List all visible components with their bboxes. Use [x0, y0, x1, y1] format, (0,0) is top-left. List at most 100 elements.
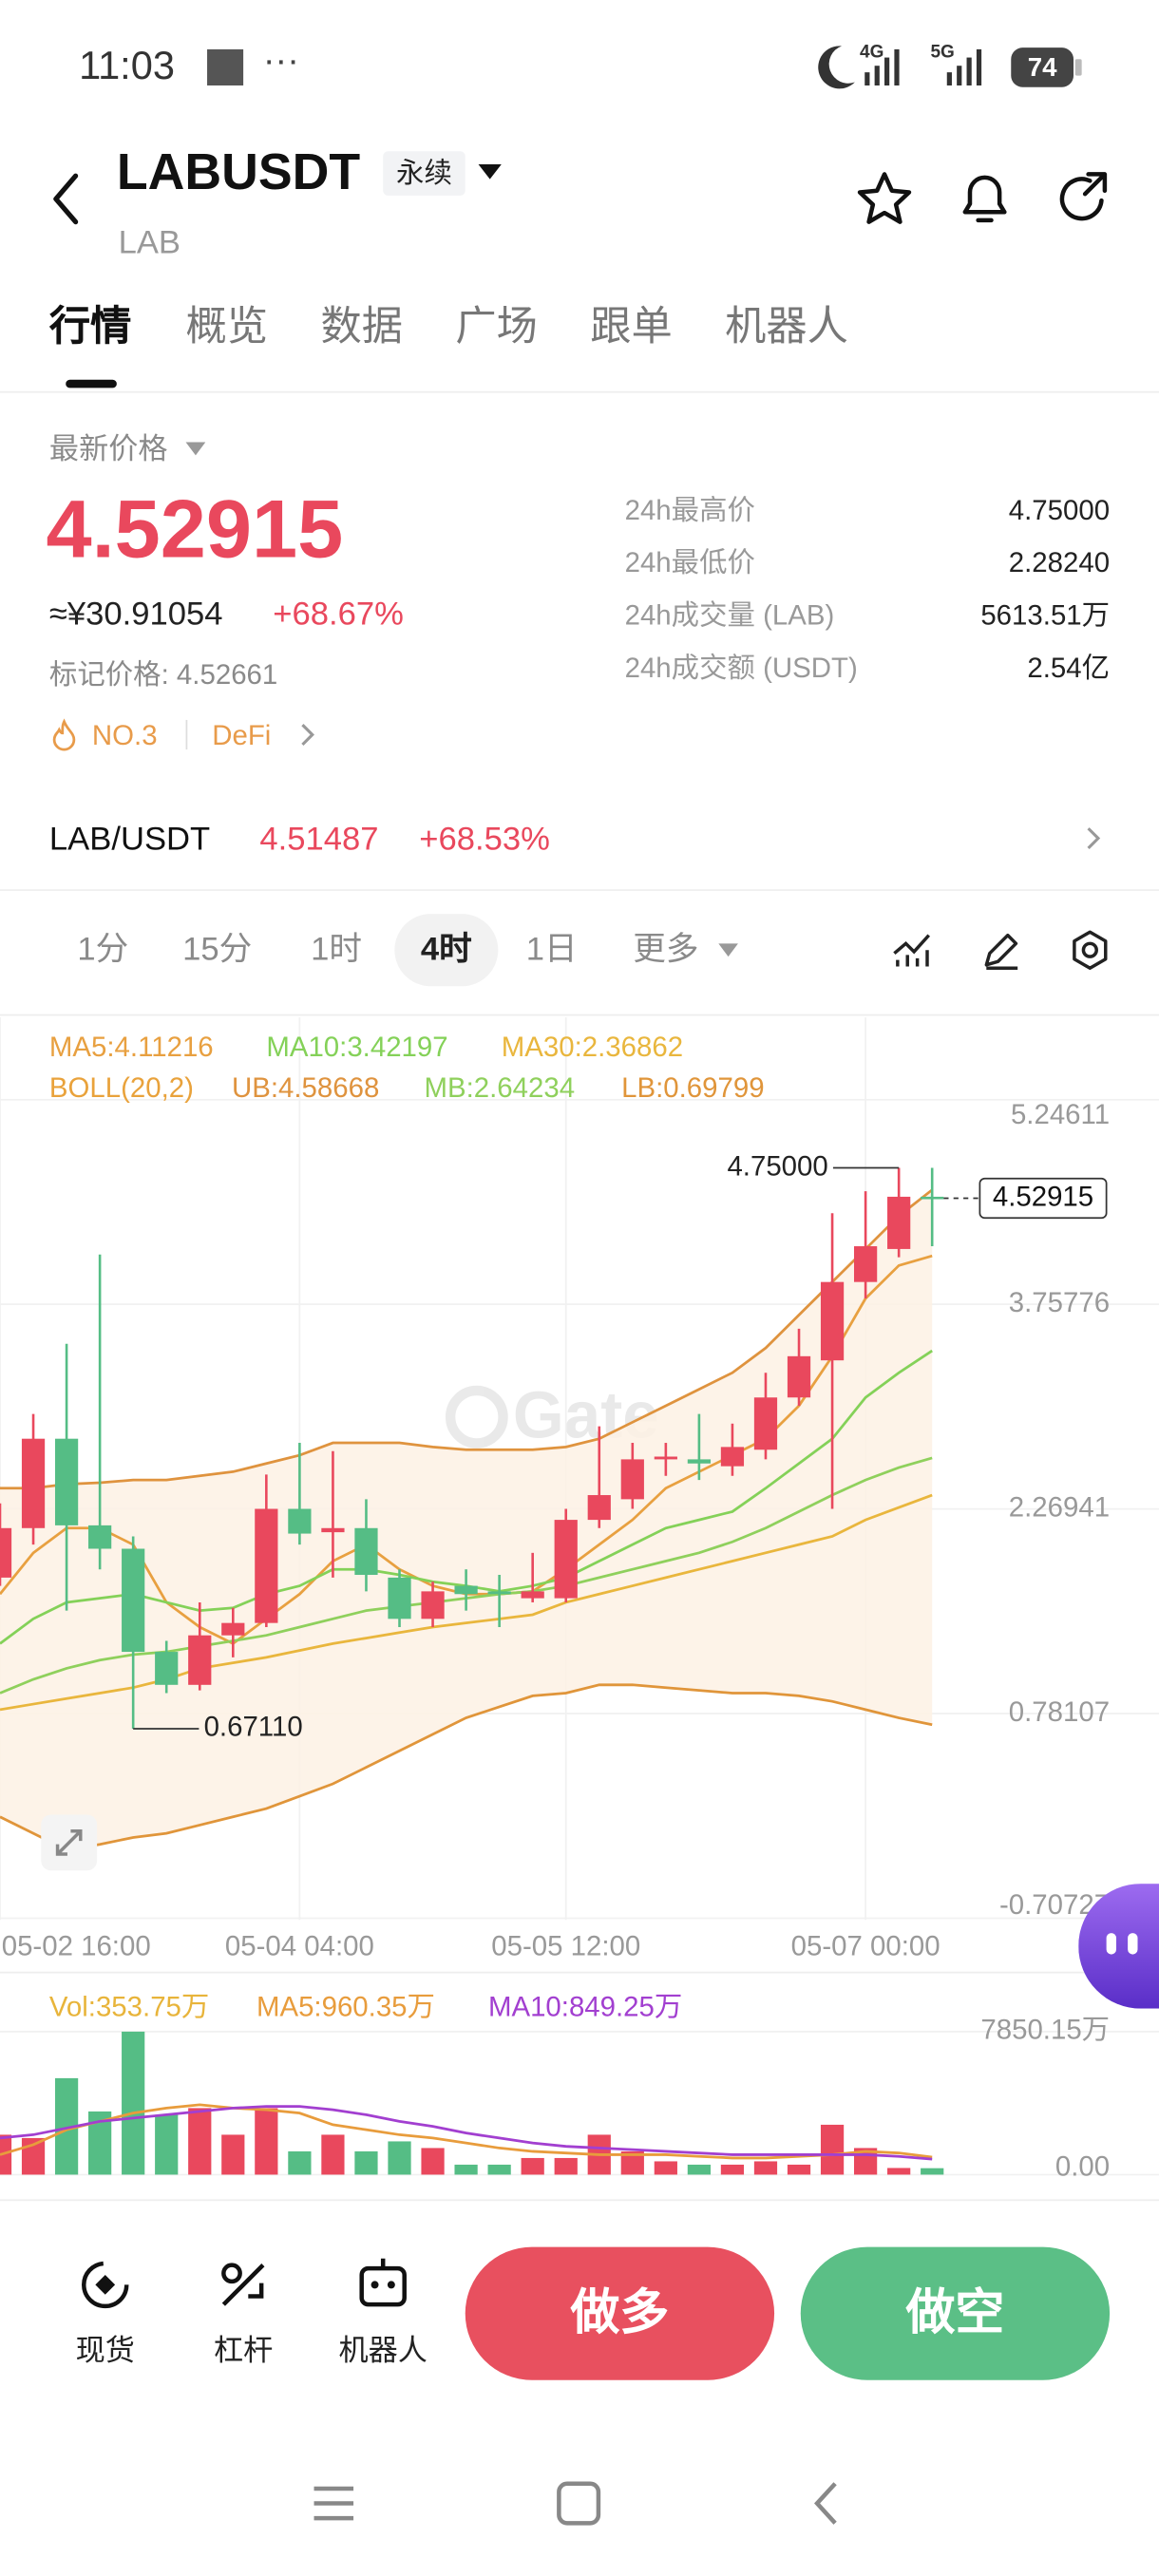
rank-tag[interactable]: NO.3: [91, 719, 158, 751]
stat-label: 24h成交额 (USDT): [624, 653, 858, 684]
candle-body: [587, 1495, 611, 1521]
volume-bar: [720, 2164, 745, 2175]
signal-bar: [864, 72, 870, 85]
volume-bar: [787, 2164, 811, 2175]
tab[interactable]: 概览: [185, 304, 269, 350]
divider: [0, 2199, 1159, 2202]
volume-bar: [388, 2141, 411, 2175]
interval-more[interactable]: 更多: [633, 932, 699, 969]
tab[interactable]: 行情: [48, 304, 132, 350]
action-label[interactable]: 杠杆: [213, 2334, 274, 2367]
dropdown-arrow[interactable]: [185, 442, 206, 458]
interval[interactable]: 1分: [77, 932, 129, 969]
settings-button[interactable]: [1069, 929, 1112, 972]
candle-body: [820, 1281, 845, 1361]
candle-body: [321, 1527, 345, 1533]
y-tick-label: 3.75776: [1009, 1287, 1110, 1318]
status-time: 11:03: [79, 44, 175, 89]
battery-tip: [1074, 59, 1082, 76]
stat-value: 5613.51万: [980, 599, 1111, 632]
back-button[interactable]: [46, 171, 88, 227]
interval[interactable]: 1日: [525, 932, 578, 969]
legend-label: LB:0.69799: [621, 1072, 764, 1104]
spot-change: +68.53%: [419, 822, 550, 859]
chevron[interactable]: [1083, 824, 1103, 853]
symbol[interactable]: LABUSDT: [116, 142, 361, 201]
y-tick-label: 5.24611: [1011, 1099, 1110, 1130]
indicator-line: [0, 1188, 934, 1490]
candle-body: [122, 1548, 145, 1653]
base-asset: LAB: [118, 225, 181, 262]
candle-body: [188, 1635, 212, 1685]
candle-body: [155, 1652, 179, 1685]
candle-body: [853, 1246, 878, 1282]
draw-button[interactable]: [979, 929, 1022, 972]
y-tick-label: 0.00: [1055, 2150, 1110, 2182]
spot-icon[interactable]: [77, 2257, 133, 2313]
volume-bar: [687, 2164, 712, 2175]
tab[interactable]: 机器人: [725, 304, 848, 350]
nav-back[interactable]: [802, 2479, 851, 2529]
interval[interactable]: 1时: [311, 932, 362, 969]
signal-bar: [966, 57, 972, 85]
legend-label: MA5:960.35万: [256, 1991, 435, 2022]
separator: [185, 719, 188, 750]
status-icon: [207, 48, 244, 85]
dropdown-arrow[interactable]: [477, 162, 504, 182]
nav-home[interactable]: [554, 2479, 603, 2529]
share-button[interactable]: [1054, 169, 1112, 228]
dropdown-arrow[interactable]: [718, 943, 738, 958]
candle-body: [487, 1591, 511, 1595]
leverage-icon[interactable]: [216, 2257, 272, 2313]
action-label[interactable]: 机器人: [338, 2334, 428, 2367]
signal-bar: [884, 57, 890, 85]
volume-bar: [421, 2148, 445, 2175]
candle-body: [521, 1591, 544, 1599]
volume-bar: [122, 2031, 145, 2175]
volume-bar: [255, 2108, 278, 2175]
signal-bar: [874, 66, 880, 85]
volume-bar: [155, 2114, 179, 2175]
candle-body: [221, 1622, 245, 1636]
x-tick-label: 05-07 00:00: [791, 1930, 940, 1961]
x-tick-label: 05-04 04:00: [225, 1930, 374, 1961]
tab[interactable]: 数据: [320, 304, 403, 350]
stat-value: 2.28240: [1008, 547, 1111, 579]
network-b: 5G: [930, 42, 954, 62]
indicator-button[interactable]: [891, 930, 934, 970]
long-button[interactable]: 做多: [465, 2246, 775, 2380]
candle-body: [54, 1438, 79, 1525]
volume-bar: [521, 2157, 544, 2175]
stat-label: 24h最高价: [624, 494, 755, 526]
candle-body: [787, 1355, 811, 1398]
interval[interactable]: 15分: [182, 932, 253, 969]
volume-bar: [288, 2150, 312, 2175]
legend-label: UB:4.58668: [232, 1072, 379, 1104]
nav-menu[interactable]: [309, 2479, 358, 2529]
short-button[interactable]: 做空: [800, 2246, 1111, 2380]
x-tick-label: 05-02 16:00: [2, 1930, 151, 1961]
tab[interactable]: 跟单: [590, 304, 673, 350]
x-tick-label: 05-05 12:00: [491, 1930, 640, 1961]
assistant-bubble[interactable]: [1078, 1884, 1159, 2009]
y-tick-label: 0.78107: [1009, 1696, 1110, 1728]
candle-body: [620, 1459, 644, 1500]
price-label: 最新价格: [48, 432, 168, 465]
tab[interactable]: 广场: [455, 304, 538, 350]
expand-button[interactable]: [40, 1813, 99, 1872]
candle-body: [288, 1508, 312, 1534]
sector-tag[interactable]: DeFi: [212, 719, 272, 751]
legend-label: MA10:849.25万: [488, 1991, 682, 2022]
spot-pair[interactable]: LAB/USDT: [48, 822, 211, 859]
favorite-button[interactable]: [855, 169, 914, 228]
interval-active[interactable]: 4时: [394, 914, 499, 987]
volume-bar: [887, 2168, 911, 2175]
divider: [0, 889, 1159, 891]
bot-icon[interactable]: [355, 2255, 411, 2314]
alert-button[interactable]: [955, 168, 1014, 231]
action-label[interactable]: 现货: [75, 2334, 135, 2367]
moon-icon: [818, 46, 855, 89]
network-a: 4G: [860, 42, 884, 62]
